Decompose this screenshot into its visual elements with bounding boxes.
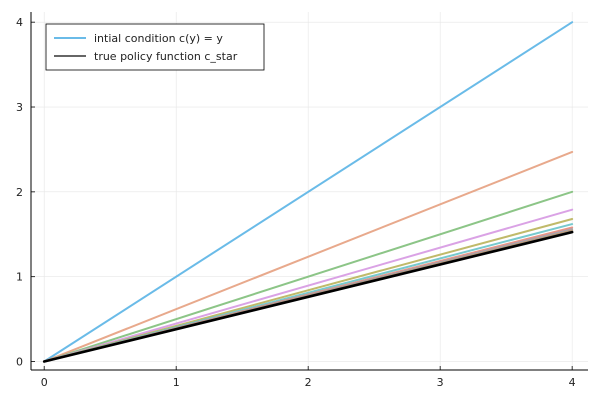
y-tick-label: 2: [16, 186, 23, 199]
legend-label: true policy function c_star: [94, 50, 238, 63]
y-tick-label: 0: [16, 356, 23, 369]
series-line: [42, 230, 574, 363]
y-tick-label: 3: [16, 101, 23, 114]
legend-label: intial condition c(y) = y: [94, 32, 223, 45]
x-tick-label: 4: [569, 376, 576, 389]
series-lines: [42, 21, 574, 363]
x-tick-label: 2: [305, 376, 312, 389]
x-tick-label: 1: [173, 376, 180, 389]
axes: [30, 12, 588, 371]
x-tick-label: 3: [437, 376, 444, 389]
legend-box: [45, 23, 265, 71]
legend: intial condition c(y) = y true policy fun…: [45, 23, 265, 71]
y-tick-label: 1: [16, 271, 23, 284]
tick-labels: 0 1 2 3 4 0 1 2 3 4: [16, 16, 576, 389]
x-tick-label: 0: [41, 376, 48, 389]
series-line: [43, 150, 574, 363]
series-line: [43, 208, 574, 363]
series-line: [43, 190, 574, 363]
series-line: [43, 21, 574, 363]
y-tick-label: 4: [16, 16, 23, 29]
